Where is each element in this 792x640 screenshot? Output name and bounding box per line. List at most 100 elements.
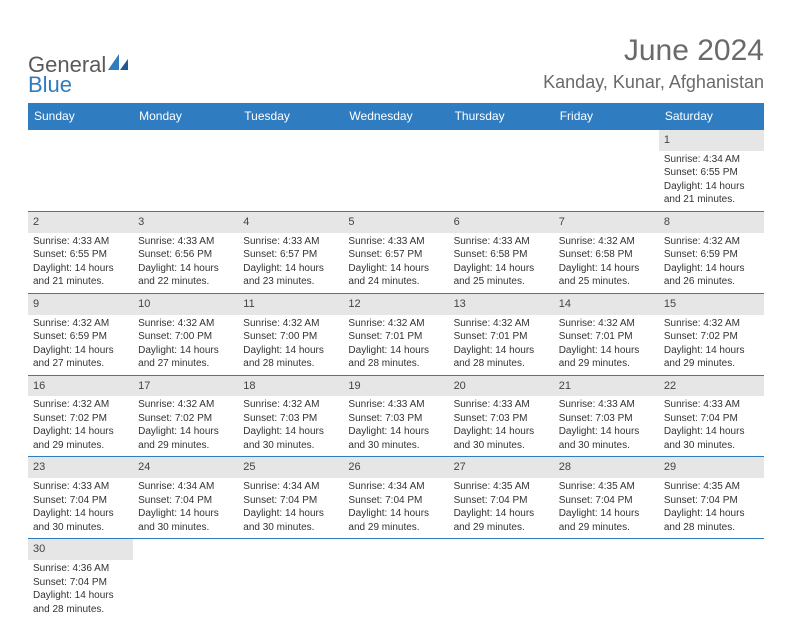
- day-body: Sunrise: 4:32 AMSunset: 6:59 PMDaylight:…: [659, 233, 764, 293]
- day-body: Sunrise: 4:34 AMSunset: 7:04 PMDaylight:…: [238, 478, 343, 538]
- calendar-cell: [343, 130, 448, 212]
- day-body: Sunrise: 4:33 AMSunset: 7:03 PMDaylight:…: [554, 396, 659, 456]
- calendar-cell: 5Sunrise: 4:33 AMSunset: 6:57 PMDaylight…: [343, 211, 448, 293]
- day-number: 22: [659, 376, 764, 397]
- calendar-row: 9Sunrise: 4:32 AMSunset: 6:59 PMDaylight…: [28, 293, 764, 375]
- calendar-cell: [238, 130, 343, 212]
- title-block: June 2024 Kanday, Kunar, Afghanistan: [543, 34, 764, 93]
- day-number: 28: [554, 457, 659, 478]
- calendar-cell: [28, 130, 133, 212]
- day-number: 25: [238, 457, 343, 478]
- weekday-monday: Monday: [133, 103, 238, 130]
- calendar-cell: [554, 130, 659, 212]
- day-number: 5: [343, 212, 448, 233]
- calendar-cell: 29Sunrise: 4:35 AMSunset: 7:04 PMDayligh…: [659, 457, 764, 539]
- day-number: 30: [28, 539, 133, 560]
- calendar-cell: 23Sunrise: 4:33 AMSunset: 7:04 PMDayligh…: [28, 457, 133, 539]
- calendar-row: 16Sunrise: 4:32 AMSunset: 7:02 PMDayligh…: [28, 375, 764, 457]
- day-number: 17: [133, 376, 238, 397]
- day-body: Sunrise: 4:33 AMSunset: 7:03 PMDaylight:…: [449, 396, 554, 456]
- day-body: Sunrise: 4:34 AMSunset: 7:04 PMDaylight:…: [343, 478, 448, 538]
- calendar-cell: [449, 130, 554, 212]
- day-body: Sunrise: 4:32 AMSunset: 6:59 PMDaylight:…: [28, 315, 133, 375]
- day-body: Sunrise: 4:34 AMSunset: 6:55 PMDaylight:…: [659, 151, 764, 211]
- calendar-cell: 11Sunrise: 4:32 AMSunset: 7:00 PMDayligh…: [238, 293, 343, 375]
- calendar-cell: 8Sunrise: 4:32 AMSunset: 6:59 PMDaylight…: [659, 211, 764, 293]
- calendar-row: 23Sunrise: 4:33 AMSunset: 7:04 PMDayligh…: [28, 457, 764, 539]
- day-body: Sunrise: 4:33 AMSunset: 7:03 PMDaylight:…: [343, 396, 448, 456]
- day-number: 27: [449, 457, 554, 478]
- calendar-cell: 13Sunrise: 4:32 AMSunset: 7:01 PMDayligh…: [449, 293, 554, 375]
- day-number: 14: [554, 294, 659, 315]
- calendar-cell: [659, 539, 764, 620]
- day-body: Sunrise: 4:33 AMSunset: 7:04 PMDaylight:…: [659, 396, 764, 456]
- day-number: 3: [133, 212, 238, 233]
- day-body: Sunrise: 4:35 AMSunset: 7:04 PMDaylight:…: [659, 478, 764, 538]
- day-body: Sunrise: 4:32 AMSunset: 7:00 PMDaylight:…: [133, 315, 238, 375]
- calendar-cell: 18Sunrise: 4:32 AMSunset: 7:03 PMDayligh…: [238, 375, 343, 457]
- day-number: 19: [343, 376, 448, 397]
- calendar-cell: 17Sunrise: 4:32 AMSunset: 7:02 PMDayligh…: [133, 375, 238, 457]
- day-number: 24: [133, 457, 238, 478]
- day-body: Sunrise: 4:33 AMSunset: 6:55 PMDaylight:…: [28, 233, 133, 293]
- day-number: 29: [659, 457, 764, 478]
- calendar-cell: 24Sunrise: 4:34 AMSunset: 7:04 PMDayligh…: [133, 457, 238, 539]
- day-body: Sunrise: 4:33 AMSunset: 6:57 PMDaylight:…: [343, 233, 448, 293]
- calendar-cell: 3Sunrise: 4:33 AMSunset: 6:56 PMDaylight…: [133, 211, 238, 293]
- day-number: 16: [28, 376, 133, 397]
- calendar-cell: [133, 130, 238, 212]
- title-month: June 2024: [543, 34, 764, 68]
- calendar-cell: 4Sunrise: 4:33 AMSunset: 6:57 PMDaylight…: [238, 211, 343, 293]
- calendar-row: 30Sunrise: 4:36 AMSunset: 7:04 PMDayligh…: [28, 539, 764, 620]
- calendar-cell: 28Sunrise: 4:35 AMSunset: 7:04 PMDayligh…: [554, 457, 659, 539]
- weekday-saturday: Saturday: [659, 103, 764, 130]
- day-number: 6: [449, 212, 554, 233]
- calendar-cell: [343, 539, 448, 620]
- weekday-wednesday: Wednesday: [343, 103, 448, 130]
- logo-text-blue: Blue: [28, 72, 72, 98]
- calendar-cell: 7Sunrise: 4:32 AMSunset: 6:58 PMDaylight…: [554, 211, 659, 293]
- calendar-cell: 1Sunrise: 4:34 AMSunset: 6:55 PMDaylight…: [659, 130, 764, 212]
- calendar-cell: 12Sunrise: 4:32 AMSunset: 7:01 PMDayligh…: [343, 293, 448, 375]
- day-number: 7: [554, 212, 659, 233]
- weekday-friday: Friday: [554, 103, 659, 130]
- calendar-cell: 2Sunrise: 4:33 AMSunset: 6:55 PMDaylight…: [28, 211, 133, 293]
- calendar-cell: 27Sunrise: 4:35 AMSunset: 7:04 PMDayligh…: [449, 457, 554, 539]
- day-body: Sunrise: 4:32 AMSunset: 7:02 PMDaylight:…: [28, 396, 133, 456]
- day-body: Sunrise: 4:35 AMSunset: 7:04 PMDaylight:…: [554, 478, 659, 538]
- weekday-tuesday: Tuesday: [238, 103, 343, 130]
- day-body: Sunrise: 4:33 AMSunset: 6:58 PMDaylight:…: [449, 233, 554, 293]
- calendar-row: 2Sunrise: 4:33 AMSunset: 6:55 PMDaylight…: [28, 211, 764, 293]
- day-number: 13: [449, 294, 554, 315]
- day-body: Sunrise: 4:32 AMSunset: 7:02 PMDaylight:…: [659, 315, 764, 375]
- calendar-cell: [238, 539, 343, 620]
- calendar-cell: 9Sunrise: 4:32 AMSunset: 6:59 PMDaylight…: [28, 293, 133, 375]
- calendar-cell: 10Sunrise: 4:32 AMSunset: 7:00 PMDayligh…: [133, 293, 238, 375]
- calendar-cell: [449, 539, 554, 620]
- calendar-cell: [133, 539, 238, 620]
- calendar-cell: 15Sunrise: 4:32 AMSunset: 7:02 PMDayligh…: [659, 293, 764, 375]
- calendar-cell: 16Sunrise: 4:32 AMSunset: 7:02 PMDayligh…: [28, 375, 133, 457]
- calendar-cell: [554, 539, 659, 620]
- day-number: 4: [238, 212, 343, 233]
- calendar-cell: 22Sunrise: 4:33 AMSunset: 7:04 PMDayligh…: [659, 375, 764, 457]
- weekday-sunday: Sunday: [28, 103, 133, 130]
- day-body: Sunrise: 4:33 AMSunset: 7:04 PMDaylight:…: [28, 478, 133, 538]
- calendar-cell: 19Sunrise: 4:33 AMSunset: 7:03 PMDayligh…: [343, 375, 448, 457]
- day-number: 1: [659, 130, 764, 151]
- day-body: Sunrise: 4:32 AMSunset: 7:00 PMDaylight:…: [238, 315, 343, 375]
- calendar-cell: 20Sunrise: 4:33 AMSunset: 7:03 PMDayligh…: [449, 375, 554, 457]
- header: General June 2024 Kanday, Kunar, Afghani…: [28, 34, 764, 93]
- day-number: 20: [449, 376, 554, 397]
- day-number: 10: [133, 294, 238, 315]
- calendar-cell: 14Sunrise: 4:32 AMSunset: 7:01 PMDayligh…: [554, 293, 659, 375]
- title-location: Kanday, Kunar, Afghanistan: [543, 72, 764, 93]
- day-body: Sunrise: 4:36 AMSunset: 7:04 PMDaylight:…: [28, 560, 133, 620]
- day-body: Sunrise: 4:32 AMSunset: 7:03 PMDaylight:…: [238, 396, 343, 456]
- logo-sail-icon: [108, 52, 130, 78]
- weekday-header-row: Sunday Monday Tuesday Wednesday Thursday…: [28, 103, 764, 130]
- calendar-cell: 6Sunrise: 4:33 AMSunset: 6:58 PMDaylight…: [449, 211, 554, 293]
- day-body: Sunrise: 4:32 AMSunset: 7:02 PMDaylight:…: [133, 396, 238, 456]
- day-number: 12: [343, 294, 448, 315]
- calendar-cell: 21Sunrise: 4:33 AMSunset: 7:03 PMDayligh…: [554, 375, 659, 457]
